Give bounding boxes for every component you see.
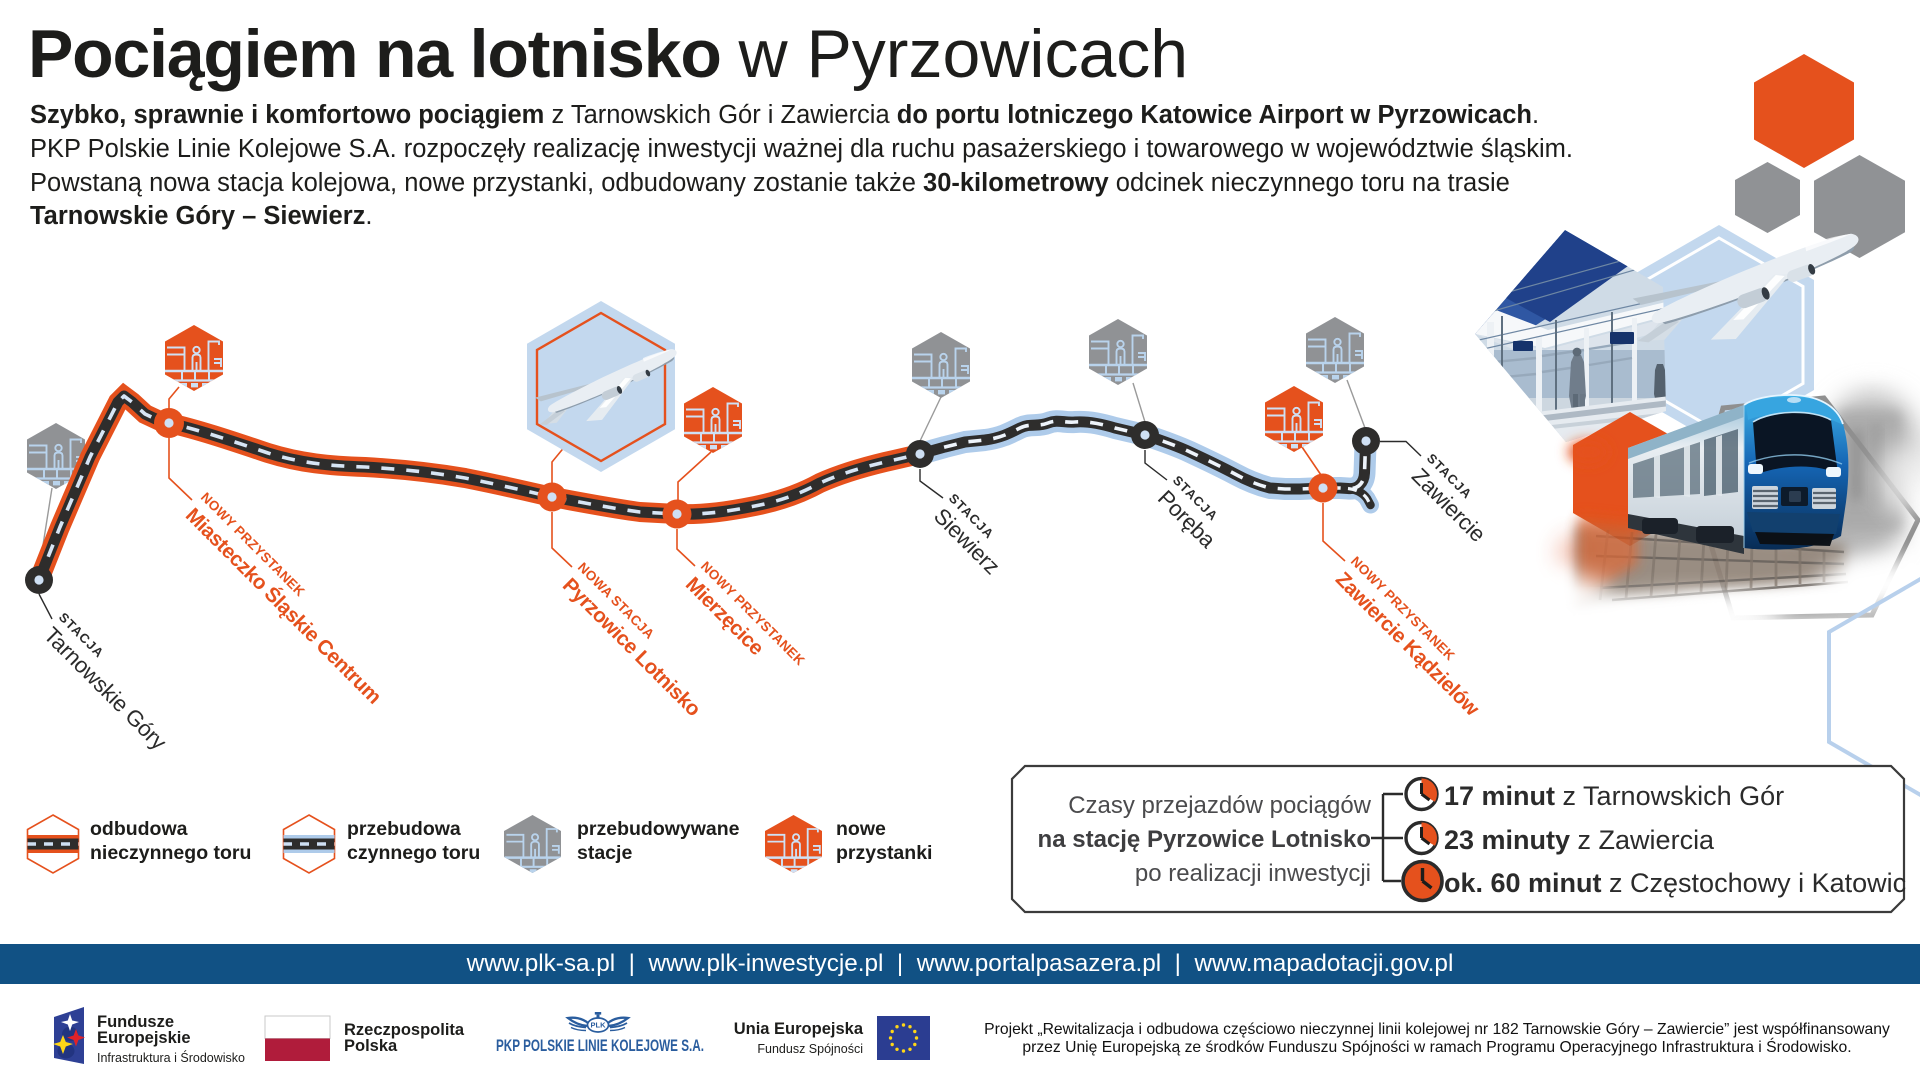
svg-text:Miasteczko Śląskie Centrum: Miasteczko Śląskie Centrum [181, 503, 387, 709]
svg-text:Zawiercie Kądzielów: Zawiercie Kądzielów [1331, 568, 1484, 721]
svg-text:PLK: PLK [591, 1021, 607, 1030]
svg-text:Tarnowskie Góry: Tarnowskie Góry [39, 622, 172, 755]
svg-text:Pyrzowice Lotnisko: Pyrzowice Lotnisko [558, 574, 705, 721]
svg-text:PKP POLSKIE LINIE KOLEJOWE S.A: PKP POLSKIE LINIE KOLEJOWE S.A. [496, 1037, 704, 1055]
